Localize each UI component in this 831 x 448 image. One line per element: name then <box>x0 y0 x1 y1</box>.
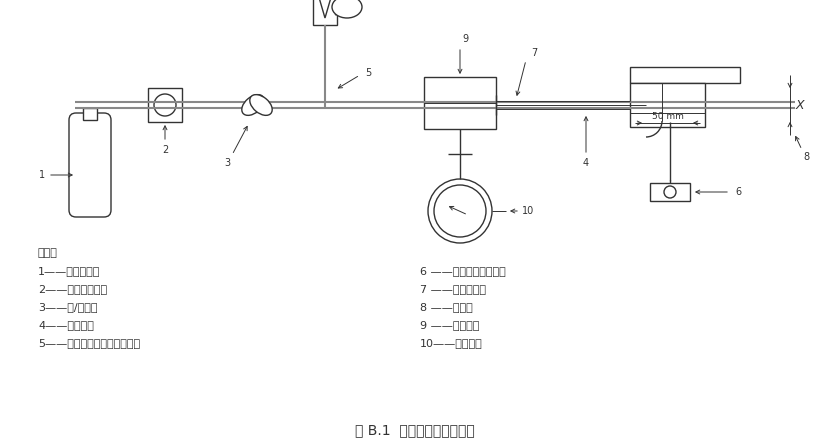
Bar <box>83 108 97 120</box>
Text: 9: 9 <box>462 34 468 44</box>
Polygon shape <box>318 0 332 18</box>
Text: 说明：: 说明： <box>38 248 58 258</box>
FancyBboxPatch shape <box>69 113 111 217</box>
Text: 5——可调空气或氧气流量计；: 5——可调空气或氧气流量计； <box>38 338 140 348</box>
Bar <box>148 88 182 122</box>
Text: 8 ——间距；: 8 ——间距； <box>420 302 473 312</box>
Text: 图 B.1  抗扁瘪性测试连接图: 图 B.1 抗扁瘪性测试连接图 <box>355 423 475 437</box>
Text: 7 ——试验接头；: 7 ——试验接头； <box>420 284 486 294</box>
Text: 1——试验气体；: 1——试验气体； <box>38 266 101 276</box>
Text: 3: 3 <box>224 158 230 168</box>
Text: 3——开/关阀；: 3——开/关阀； <box>38 302 97 312</box>
Text: 10: 10 <box>522 206 534 216</box>
Text: 2——压力调节器；: 2——压力调节器； <box>38 284 107 294</box>
Text: 7: 7 <box>531 48 537 58</box>
Text: X: X <box>796 99 804 112</box>
Text: 4——试验管；: 4——试验管； <box>38 320 94 330</box>
Text: 8: 8 <box>803 152 809 162</box>
Circle shape <box>664 186 676 198</box>
Bar <box>630 83 705 127</box>
Text: 6 ——光滑的平行爪副；: 6 ——光滑的平行爪副； <box>420 266 506 276</box>
Bar <box>313 0 337 25</box>
Text: 5: 5 <box>365 68 371 78</box>
Bar <box>424 77 496 129</box>
Text: 9 ——安装块；: 9 ——安装块； <box>420 320 479 330</box>
Text: 4: 4 <box>583 158 589 168</box>
Circle shape <box>154 94 176 116</box>
Text: 50 mm: 50 mm <box>652 112 683 121</box>
Bar <box>630 67 740 83</box>
Ellipse shape <box>242 95 264 116</box>
Text: 10——压力表。: 10——压力表。 <box>420 338 483 348</box>
Ellipse shape <box>250 95 273 116</box>
Text: 2: 2 <box>162 145 168 155</box>
Circle shape <box>428 179 492 243</box>
Bar <box>650 183 690 201</box>
Ellipse shape <box>332 0 362 18</box>
Circle shape <box>434 185 486 237</box>
Text: 6: 6 <box>735 187 741 197</box>
Text: 1: 1 <box>39 170 45 180</box>
